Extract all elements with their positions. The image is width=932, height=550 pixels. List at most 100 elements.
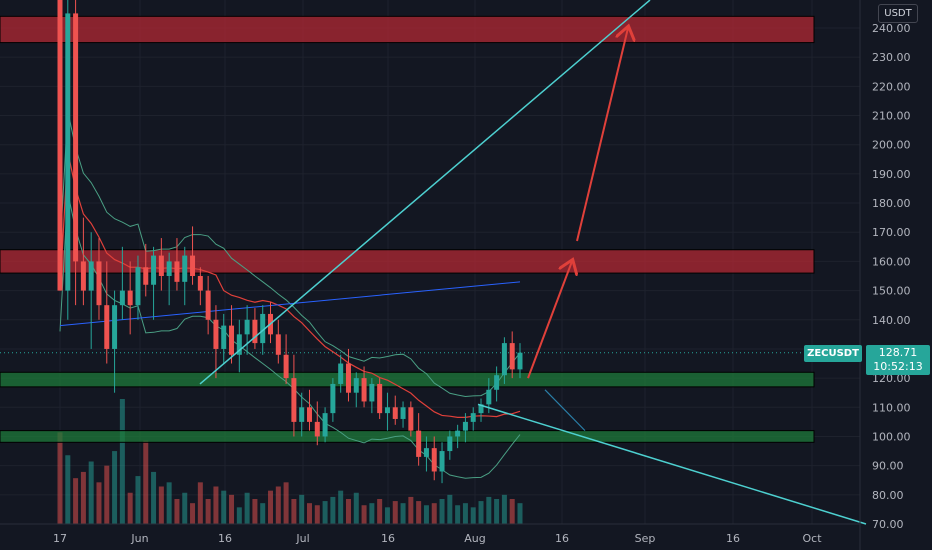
candle-body xyxy=(229,325,235,355)
volume-bar xyxy=(275,486,281,524)
volume-bar xyxy=(517,503,523,524)
volume-bar xyxy=(244,492,250,524)
volume-bar xyxy=(416,501,422,524)
volume-bar xyxy=(88,461,94,524)
candle-body xyxy=(447,436,453,452)
last-price: 128.71 xyxy=(878,346,918,359)
candle-body xyxy=(400,407,406,419)
time-axis: 17 Jun 16 Jul 16 Aug 16 Sep 16 Oct xyxy=(0,523,860,545)
candles xyxy=(57,0,523,484)
price-tick-label: 160.00 xyxy=(872,255,911,268)
candle-body xyxy=(369,383,375,402)
volume-bar xyxy=(283,482,289,524)
candle-body xyxy=(135,267,141,306)
volume-bar xyxy=(384,507,390,524)
price-tick-label: 220.00 xyxy=(872,80,911,93)
candle-body xyxy=(174,261,180,282)
volume-bar xyxy=(408,496,414,524)
time-tick-label: 16 xyxy=(218,532,232,545)
volume-bar xyxy=(361,505,367,524)
volume-bar xyxy=(330,496,336,524)
candle-body xyxy=(158,255,164,276)
volume-bar xyxy=(96,482,102,524)
first-target-arrow xyxy=(527,261,572,379)
volume-bar xyxy=(197,482,203,524)
price-tick-label: 80.00 xyxy=(872,489,904,502)
time-tick-label: Oct xyxy=(802,532,822,545)
volume-bar xyxy=(158,486,164,524)
volume-bar xyxy=(447,494,453,524)
candle-body xyxy=(470,413,476,422)
candle-body xyxy=(377,383,383,414)
candle-body xyxy=(462,421,468,431)
candle-body xyxy=(104,305,110,349)
volume-bar xyxy=(119,399,125,524)
candle-body xyxy=(119,290,125,306)
volume-bar xyxy=(494,499,500,524)
price-tick-label: 120.00 xyxy=(872,372,911,385)
volume-bar xyxy=(252,499,258,524)
candle-body xyxy=(291,378,297,422)
time-tick-label: 17 xyxy=(53,532,67,545)
candle-body xyxy=(338,363,344,384)
rising-trendline xyxy=(199,0,651,385)
volume-bar xyxy=(174,499,180,524)
volume-bar xyxy=(345,499,351,524)
drawings xyxy=(199,0,867,525)
price-zone xyxy=(0,430,815,443)
candle-body xyxy=(127,290,133,306)
volume-bar xyxy=(462,503,468,524)
volume-bar xyxy=(299,494,305,524)
time-tick-label: Jun xyxy=(130,532,148,545)
volume-bar xyxy=(80,471,86,524)
volume-bar xyxy=(104,465,110,524)
volume-bar xyxy=(423,505,429,524)
volume-bar xyxy=(143,440,149,524)
projection-line xyxy=(544,389,586,432)
candle-body xyxy=(151,255,157,285)
time-tick-label: Jul xyxy=(295,532,309,545)
volume-bar xyxy=(135,476,141,524)
price-tick-label: 240.00 xyxy=(872,22,911,35)
volume-bar xyxy=(501,494,507,524)
price-tick-label: 140.00 xyxy=(872,314,911,327)
price-tick-label: 70.00 xyxy=(872,518,904,531)
candle-body xyxy=(213,319,219,349)
volume-bar xyxy=(127,492,133,524)
candle-body xyxy=(384,407,390,414)
volume-bar xyxy=(509,499,515,524)
volume-bar xyxy=(190,503,196,524)
volume-bar xyxy=(338,490,344,524)
time-tick-label: 16 xyxy=(555,532,569,545)
price-tick-label: 100.00 xyxy=(872,430,911,443)
candle-body xyxy=(423,448,429,457)
volume-bar xyxy=(268,490,274,524)
last-price-tag: 128.71 10:52:13 xyxy=(866,345,930,375)
price-zone xyxy=(0,371,815,388)
currency-label[interactable]: USDT xyxy=(878,4,918,23)
volume-bar xyxy=(236,507,242,524)
candle-body xyxy=(431,448,437,472)
candle-body xyxy=(88,261,94,291)
price-tick-label: 150.00 xyxy=(872,285,911,298)
volume-bar xyxy=(470,507,476,524)
time-tick-label: 16 xyxy=(381,532,395,545)
candle-body xyxy=(143,267,149,285)
candle-body xyxy=(314,421,320,437)
candle-body xyxy=(501,343,507,376)
candle-body xyxy=(190,255,196,276)
candle-body xyxy=(244,319,250,335)
candle-body xyxy=(182,255,188,282)
price-zone xyxy=(0,15,815,44)
volume-bar xyxy=(478,501,484,524)
price-tick-label: 210.00 xyxy=(872,110,911,123)
candle-body xyxy=(439,451,445,472)
volume-bar xyxy=(57,432,63,524)
time-tick-label: Sep xyxy=(635,532,656,545)
candle-body xyxy=(73,13,79,262)
candle-body xyxy=(205,290,211,320)
falling-trendline xyxy=(477,403,867,525)
candle-body xyxy=(330,383,336,414)
candle-body xyxy=(275,334,281,355)
